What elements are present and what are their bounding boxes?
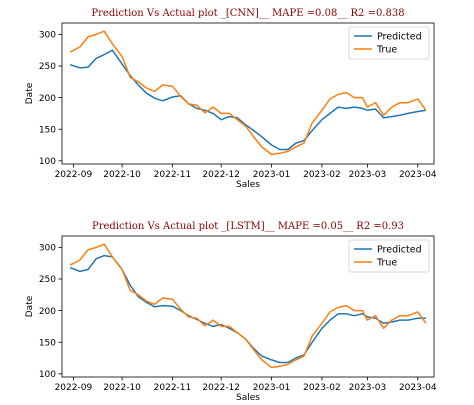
x-tick-label: 2023-03 — [349, 170, 387, 180]
legend-entry-predicted: Predicted — [377, 244, 422, 255]
x-tick-label: 2022-09 — [55, 383, 93, 393]
x-tick-label: 2022-09 — [55, 170, 93, 180]
series-line-predicted — [69, 49, 427, 151]
x-tick-label: 2022-11 — [154, 170, 192, 180]
x-axis-label: Sales — [236, 180, 260, 190]
x-axis-label: Sales — [236, 393, 260, 403]
x-tick-label: 2022-11 — [154, 383, 192, 393]
plot-frame — [61, 22, 435, 165]
x-tick-label: 2023-01 — [253, 383, 291, 393]
y-tick-label: 200 — [39, 307, 56, 317]
x-tick-label: 2022-10 — [103, 170, 141, 180]
y-tick-label: 250 — [39, 275, 56, 285]
chart-title: Prediction Vs Actual plot _[CNN]__ MAPE … — [91, 8, 404, 19]
series-line-true — [69, 243, 427, 369]
y-tick-label: 300 — [39, 244, 56, 254]
y-tick-label: 250 — [39, 62, 56, 72]
y-tick-label: 150 — [39, 338, 56, 348]
y-tick-label: 100 — [39, 370, 56, 380]
x-tick-label: 2022-12 — [202, 170, 240, 180]
legend-entry-true: True — [376, 257, 397, 268]
x-tick-label: 2022-10 — [103, 383, 141, 393]
chart-title: Prediction Vs Actual plot _[LSTM]__ MAPE… — [92, 221, 404, 232]
y-axis-label: Date — [25, 82, 35, 104]
x-tick-label: 2023-02 — [303, 383, 341, 393]
y-tick-label: 150 — [39, 125, 56, 135]
plot-frame — [61, 235, 435, 378]
y-tick-label: 100 — [39, 157, 56, 167]
x-tick-label: 2023-01 — [253, 170, 291, 180]
legend-entry-true: True — [376, 44, 397, 55]
legend-box — [348, 26, 430, 60]
y-axis-label: Date — [25, 295, 35, 317]
x-tick-label: 2023-03 — [349, 383, 387, 393]
legend-entry-predicted: Predicted — [377, 31, 422, 42]
legend-box — [348, 239, 430, 273]
legend: Predicted True — [348, 239, 430, 273]
x-tick-label: 2022-12 — [202, 383, 240, 393]
y-tick-label: 200 — [39, 94, 56, 104]
chart-panel-2: Prediction Vs Actual plot _[LSTM]__ MAPE… — [25, 221, 437, 403]
legend: Predicted True — [348, 26, 430, 60]
chart-panel-1: Prediction Vs Actual plot _[CNN]__ MAPE … — [25, 8, 437, 190]
x-tick-label: 2023-02 — [303, 170, 341, 180]
y-tick-label: 300 — [39, 31, 56, 41]
series-line-true — [69, 30, 427, 156]
x-tick-label: 2023-04 — [399, 383, 437, 393]
x-tick-label: 2023-04 — [399, 170, 437, 180]
